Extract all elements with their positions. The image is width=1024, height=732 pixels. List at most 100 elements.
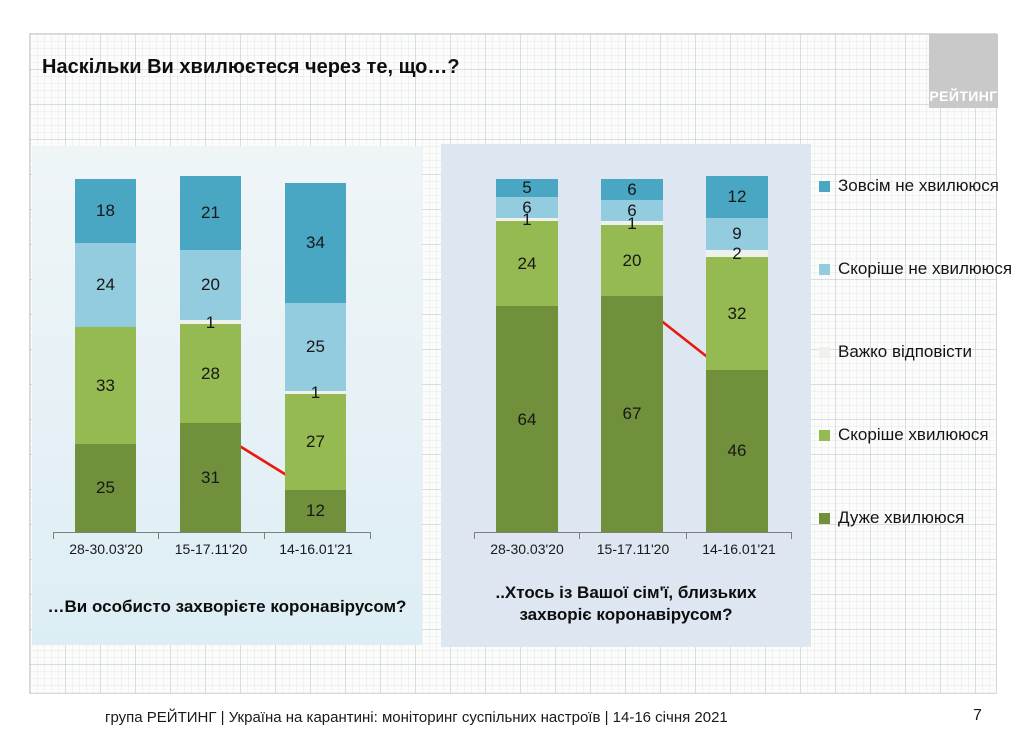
axis-tick: [53, 532, 54, 539]
stacked-bar: 64 24 1 6 5: [496, 179, 558, 532]
segment-value-label: 18: [96, 201, 115, 221]
bar-segment: 9: [706, 217, 768, 250]
bar-segment: 28: [180, 323, 241, 423]
legend-label: Важко відповісти: [838, 342, 972, 361]
bar-segment: 21: [180, 175, 241, 250]
bar-segment: 1: [285, 384, 346, 401]
bar-segment: 25: [75, 443, 136, 532]
bar-segment: 67: [601, 295, 663, 532]
segment-value-label: 6: [522, 197, 532, 217]
category-tick-label: 14-16.01'21: [279, 541, 353, 557]
segment-value-label: 12: [727, 187, 747, 207]
stacked-bar: 31 28 1 20 21: [180, 175, 241, 532]
segment-value-label: 1: [627, 213, 637, 233]
bar-segment: 18: [75, 179, 136, 243]
legend-item-hard-to-answer: Важко відповісти: [819, 342, 999, 362]
stacked-bar: 46 32 2 9 12: [706, 175, 768, 532]
chart-legend: Зовсім не хвилююся Скоріше не хвилююся В…: [819, 176, 1012, 591]
segment-value-label: 2: [732, 243, 742, 263]
axis-tick: [579, 532, 580, 539]
category-tick-label: 28-30.03'20: [490, 541, 564, 557]
axis-tick: [158, 532, 159, 539]
segment-value-label: 67: [622, 404, 642, 424]
rating-logo: РЕЙТИНГ: [929, 34, 998, 108]
chart-caption-family: ..Хтось із Вашої сім'ї, близьких захворі…: [495, 583, 757, 624]
segment-value-label: 28: [201, 363, 220, 383]
category-tick-label: 15-17.11'20: [174, 541, 248, 557]
segment-value-label: 24: [96, 275, 115, 295]
category-tick-label: 15-17.11'20: [596, 541, 670, 557]
chart-caption-personal: …Ви особисто захворієте коронавірусом?: [47, 597, 407, 616]
bar-segment: 34: [285, 182, 346, 303]
axis-tick: [370, 532, 371, 539]
category-tick-label: 14-16.01'21: [702, 541, 776, 557]
chart-panel-family: ..Хтось із Вашої сім'ї, близьких захворі…: [441, 144, 811, 647]
segment-value-label: 33: [96, 376, 115, 395]
page-number: 7: [973, 707, 982, 724]
bar-segment: 6: [496, 196, 558, 218]
legend-swatch-icon: [819, 346, 830, 358]
x-axis: [53, 532, 371, 533]
stacked-bar: 12 27 1 25 34: [285, 182, 346, 532]
segment-value-label: 12: [306, 501, 325, 521]
bar-segment: 31: [180, 422, 241, 532]
bar-segment: 24: [496, 221, 558, 307]
segment-value-label: 46: [727, 441, 747, 461]
legend-item-rather-not-worried: Скоріше не хвилююся: [819, 259, 1012, 279]
segment-value-label: 6: [627, 180, 637, 200]
rating-logo-text: РЕЙТИНГ: [929, 88, 998, 104]
legend-item-very-worried: Дуже хвилююся: [819, 508, 999, 528]
stacked-bar: 25 33 24 18: [75, 179, 136, 532]
bar-segment: 33: [75, 327, 136, 444]
legend-item-rather-worried: Скоріше хвилююся: [819, 425, 999, 445]
x-axis: [474, 532, 791, 533]
chart-panel-personal: …Ви особисто захворієте коронавірусом? 2…: [32, 146, 422, 645]
legend-label: Скоріше не хвилююся: [838, 259, 1013, 278]
legend-swatch-icon: [819, 429, 830, 441]
slide-content-area: Наскільки Ви хвилюєтеся через те, що…? Р…: [29, 33, 1012, 694]
bar-segment: 25: [285, 302, 346, 391]
page-title: Наскільки Ви хвилюєтеся через те, що…?: [42, 56, 460, 78]
axis-tick: [264, 532, 265, 539]
segment-value-label: 34: [306, 233, 325, 253]
bar-segment: 24: [75, 242, 136, 328]
segment-value-label: 20: [622, 250, 642, 270]
bar-segment: 32: [706, 256, 768, 370]
segment-value-label: 6: [627, 201, 637, 221]
segment-value-label: 20: [201, 275, 220, 295]
legend-swatch-icon: [819, 180, 830, 192]
segment-value-label: 31: [201, 467, 220, 487]
segment-value-label: 1: [205, 312, 216, 332]
axis-tick: [791, 532, 792, 539]
segment-value-label: 25: [306, 337, 325, 357]
bar-segment: 1: [496, 211, 558, 228]
legend-label: Дуже хвилююся: [838, 508, 965, 527]
bar-segment: 27: [285, 394, 346, 490]
legend-item-not-worried-at-all: Зовсім не хвилююся: [819, 176, 999, 196]
segment-value-label: 32: [727, 303, 747, 323]
bar-segment: 6: [601, 179, 663, 201]
segment-value-label: 64: [517, 409, 537, 429]
bar-segment: 12: [706, 175, 768, 218]
segment-value-label: 21: [201, 203, 220, 223]
bar-segment: 12: [285, 489, 346, 532]
bar-segment: 6: [601, 200, 663, 222]
legend-swatch-icon: [819, 263, 830, 275]
bar-segment: 46: [706, 369, 768, 532]
axis-tick: [686, 532, 687, 539]
segment-value-label: 9: [732, 224, 742, 244]
category-tick-label: 28-30.03'20: [69, 541, 143, 557]
legend-label: Скоріше хвилююся: [838, 425, 989, 444]
bar-segment: 5: [496, 179, 558, 197]
bar-segment: 1: [601, 215, 663, 232]
bar-segment: 20: [601, 224, 663, 296]
bar-segment: 64: [496, 306, 558, 532]
bar-segment: 20: [180, 249, 241, 321]
segment-value-label: 25: [96, 478, 115, 498]
segment-value-label: 27: [306, 432, 325, 452]
segment-value-label: 5: [522, 178, 532, 198]
stacked-bar: 67 20 1 6 6: [601, 179, 663, 532]
bar-segment: 2: [706, 245, 768, 262]
segment-value-label: 1: [310, 383, 321, 403]
